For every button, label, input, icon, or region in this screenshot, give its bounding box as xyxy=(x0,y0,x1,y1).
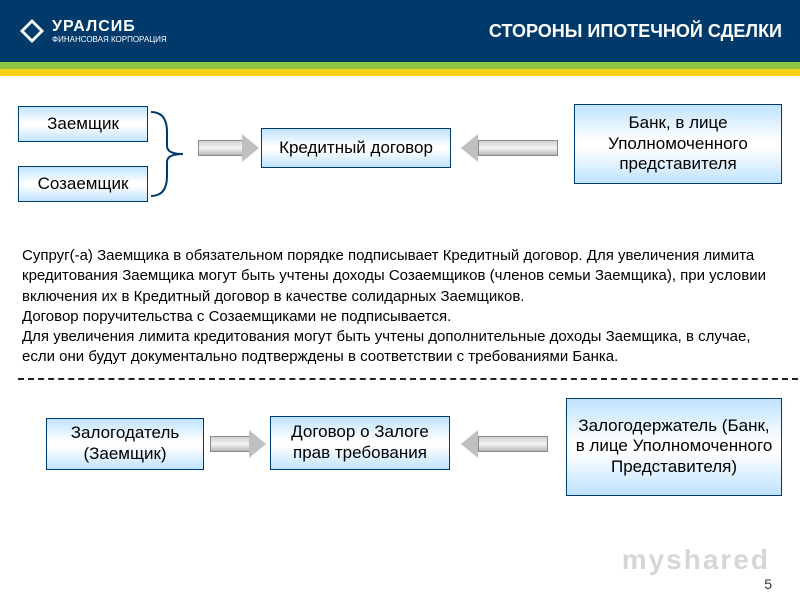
page-title: СТОРОНЫ ИПОТЕЧНОЙ СДЕЛКИ xyxy=(489,21,782,42)
arrow-pledgor-to-contract-head xyxy=(249,430,266,458)
node-coborrower: Созаемщик xyxy=(18,166,148,202)
arrow-to-contract-head xyxy=(242,134,259,162)
slide-header: УРАЛСИБ ФИНАНСОВАЯ КОРПОРАЦИЯ СТОРОНЫ ИП… xyxy=(0,0,800,62)
logo-brand-text: УРАЛСИБ xyxy=(52,18,167,36)
node-loan-contract: Кредитный договор xyxy=(261,128,451,168)
arrow-to-contract xyxy=(198,140,243,156)
slide-content: Заемщик Созаемщик Кредитный договор Банк… xyxy=(0,76,800,508)
arrow-pledgee-to-contract xyxy=(478,436,548,452)
watermark-text: myshared xyxy=(622,544,770,576)
page-number: 5 xyxy=(764,576,772,592)
arrow-pledgee-to-contract-head xyxy=(461,430,478,458)
divider-dashed xyxy=(18,378,798,380)
diagram-bottom: Залогодатель (Заемщик) Договор о Залоге … xyxy=(18,398,782,508)
node-bank: Банк, в лице Уполномоченного представите… xyxy=(574,104,782,184)
logo: УРАЛСИБ ФИНАНСОВАЯ КОРПОРАЦИЯ xyxy=(18,17,167,45)
node-borrower: Заемщик xyxy=(18,106,148,142)
node-pledgee: Залогодержатель (Банк, в лице Уполномоче… xyxy=(566,398,782,496)
logo-sub-text: ФИНАНСОВАЯ КОРПОРАЦИЯ xyxy=(52,36,167,44)
arrow-pledgor-to-contract xyxy=(210,436,250,452)
brace-icon xyxy=(149,108,189,200)
node-pledgor: Залогодатель (Заемщик) xyxy=(46,418,204,470)
arrow-from-bank-head xyxy=(461,134,478,162)
header-stripes xyxy=(0,62,800,76)
arrow-from-bank xyxy=(478,140,558,156)
logo-icon xyxy=(18,17,46,45)
diagram-top: Заемщик Созаемщик Кредитный договор Банк… xyxy=(18,106,782,236)
node-pledge-contract: Договор о Залоге прав требования xyxy=(270,416,450,470)
explanatory-paragraph: Супруг(-а) Заемщика в обязательном поряд… xyxy=(18,246,782,368)
